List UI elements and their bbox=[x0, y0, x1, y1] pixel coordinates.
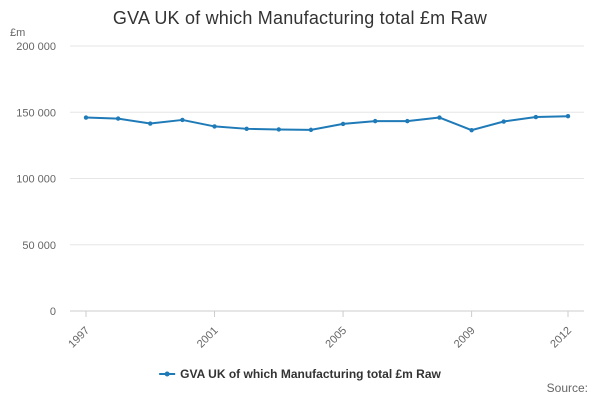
x-tick-label: 2009 bbox=[452, 325, 478, 351]
y-tick-label: 150 000 bbox=[16, 107, 56, 119]
legend[interactable]: GVA UK of which Manufacturing total £m R… bbox=[159, 367, 442, 381]
data-point[interactable] bbox=[308, 127, 314, 133]
data-point[interactable] bbox=[340, 121, 346, 127]
data-point[interactable] bbox=[212, 124, 217, 129]
y-tick-label: 0 bbox=[50, 306, 56, 318]
data-point[interactable] bbox=[373, 118, 378, 124]
data-point[interactable] bbox=[180, 117, 185, 123]
data-point[interactable] bbox=[565, 114, 571, 119]
x-tick-label: 2001 bbox=[195, 325, 221, 351]
data-point[interactable] bbox=[405, 118, 410, 124]
data-point[interactable] bbox=[469, 127, 474, 133]
legend-label: GVA UK of which Manufacturing total £m R… bbox=[180, 367, 441, 381]
series-line bbox=[85, 115, 569, 132]
y-tick-label: 50 000 bbox=[22, 240, 56, 252]
x-tick-label: 1997 bbox=[66, 325, 92, 351]
chart-title: GVA UK of which Manufacturing total £m R… bbox=[112, 8, 488, 28]
y-tick-label: 200 000 bbox=[16, 41, 56, 53]
data-point[interactable] bbox=[244, 126, 249, 132]
x-tick-label: 2012 bbox=[548, 325, 574, 351]
data-point[interactable] bbox=[115, 116, 121, 121]
grid-layer bbox=[70, 45, 584, 246]
data-point[interactable] bbox=[83, 115, 89, 120]
axis-layer: 0 50 000 100 000 150 000 200 000 £m 1997 2001 20… bbox=[10, 27, 584, 350]
data-point[interactable] bbox=[276, 127, 281, 132]
legend-symbol-marker bbox=[164, 371, 170, 377]
data-point[interactable] bbox=[148, 121, 153, 126]
y-tick-label: 100 000 bbox=[16, 174, 56, 186]
y-axis-label: £m bbox=[10, 27, 25, 39]
x-tick-label: 2005 bbox=[323, 325, 349, 351]
data-point[interactable] bbox=[533, 114, 539, 120]
series-layer bbox=[83, 114, 571, 133]
data-point[interactable] bbox=[501, 119, 506, 124]
source-label: Source: bbox=[546, 381, 588, 395]
data-point[interactable] bbox=[437, 115, 442, 120]
